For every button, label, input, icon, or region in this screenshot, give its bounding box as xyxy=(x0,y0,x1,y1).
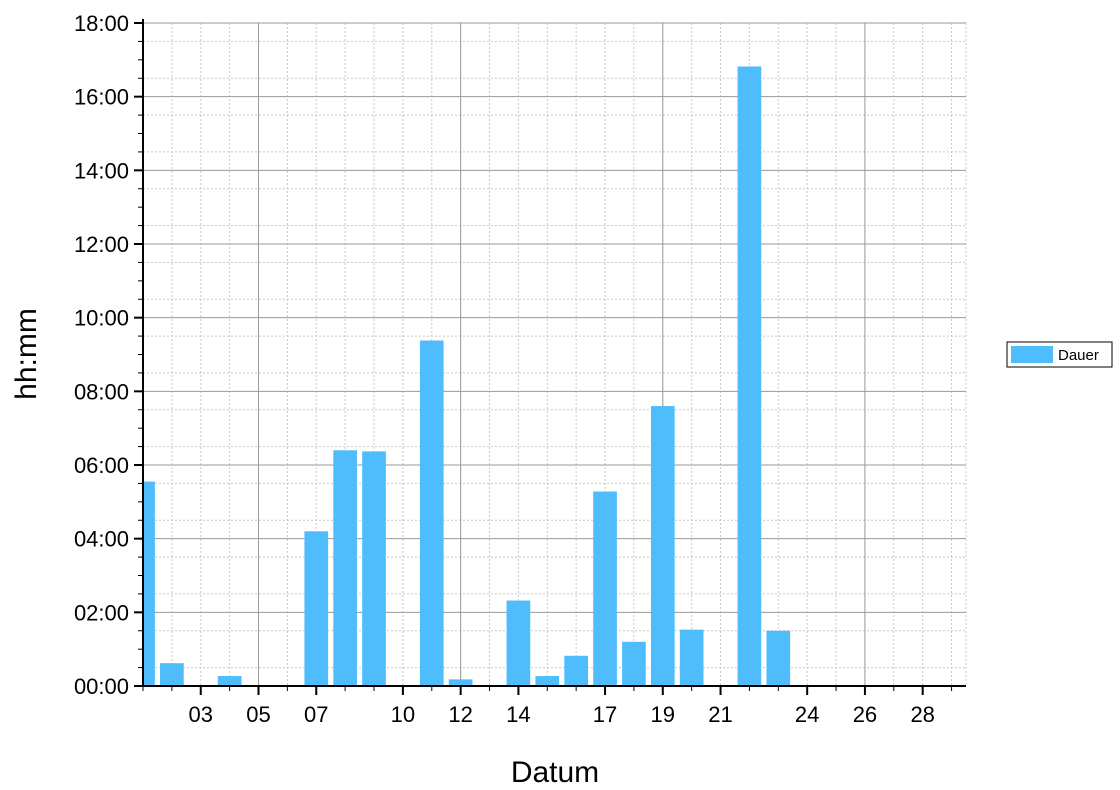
legend-label-dauer: Dauer xyxy=(1058,347,1099,364)
y-tick-label: 16:00 xyxy=(74,85,129,110)
bar-dauer xyxy=(506,600,531,686)
y-tick-label: 04:00 xyxy=(74,527,129,552)
x-tick-label: 07 xyxy=(304,702,328,727)
bar-dauer xyxy=(419,340,444,686)
bars-series-dauer xyxy=(143,66,791,687)
y-tick-label: 00:00 xyxy=(74,674,129,699)
x-tick-label: 10 xyxy=(391,702,415,727)
bar-dauer xyxy=(448,679,473,686)
x-tick-label: 28 xyxy=(910,702,934,727)
major-grid xyxy=(143,22,966,686)
x-axis-title: Datum xyxy=(511,756,599,789)
axes xyxy=(142,19,966,687)
x-tick-label: 03 xyxy=(189,702,213,727)
x-tick-label: 05 xyxy=(246,702,270,727)
y-tick-label: 10:00 xyxy=(74,306,129,331)
y-axis-ticks: 00:00 02:00 04:00 06:00 08:00 10:00 12:00 14:00… xyxy=(74,11,143,699)
legend-swatch-dauer xyxy=(1011,346,1053,363)
bar-dauer xyxy=(679,629,704,686)
legend: Dauer xyxy=(1006,341,1113,368)
bar-dauer xyxy=(304,531,329,686)
bar-dauer xyxy=(766,630,791,686)
x-tick-label: 14 xyxy=(506,702,530,727)
bar-dauer xyxy=(535,676,560,686)
x-tick-label: 26 xyxy=(853,702,877,727)
bar-dauer xyxy=(160,663,184,686)
y-tick-label: 12:00 xyxy=(74,232,129,257)
x-axis-ticks: 03 05 07 10 12 14 17 19 21 24 26 28 xyxy=(142,686,953,727)
y-axis-title: hh:mm xyxy=(10,308,43,400)
bar-dauer xyxy=(593,491,617,686)
y-tick-label: 02:00 xyxy=(74,600,129,625)
bar-dauer xyxy=(622,641,646,686)
x-tick-label: 17 xyxy=(593,702,617,727)
bar-dauer xyxy=(333,450,357,686)
y-tick-label: 14:00 xyxy=(74,158,129,183)
x-tick-label: 12 xyxy=(448,702,472,727)
x-tick-label: 19 xyxy=(651,702,675,727)
bar-dauer xyxy=(217,676,242,686)
x-tick-label: 21 xyxy=(708,702,732,727)
bar-dauer xyxy=(737,66,762,687)
y-tick-label: 08:00 xyxy=(74,379,129,404)
bar-dauer xyxy=(143,481,155,686)
bar-dauer xyxy=(362,451,386,686)
y-tick-label: 18:00 xyxy=(74,11,129,36)
y-tick-label: 06:00 xyxy=(74,453,129,478)
bar-dauer xyxy=(650,406,675,686)
bar-dauer xyxy=(564,655,588,686)
x-tick-label: 24 xyxy=(795,702,819,727)
